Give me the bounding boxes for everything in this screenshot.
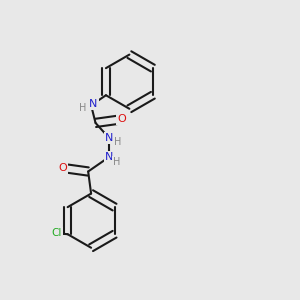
Text: N: N	[105, 152, 113, 162]
Text: O: O	[58, 163, 67, 173]
Text: Cl: Cl	[52, 228, 62, 238]
Text: O: O	[117, 114, 126, 124]
Text: H: H	[114, 137, 121, 147]
Text: H: H	[113, 157, 120, 167]
Text: N: N	[89, 99, 98, 109]
Text: H: H	[79, 103, 86, 112]
Text: N: N	[105, 133, 113, 142]
